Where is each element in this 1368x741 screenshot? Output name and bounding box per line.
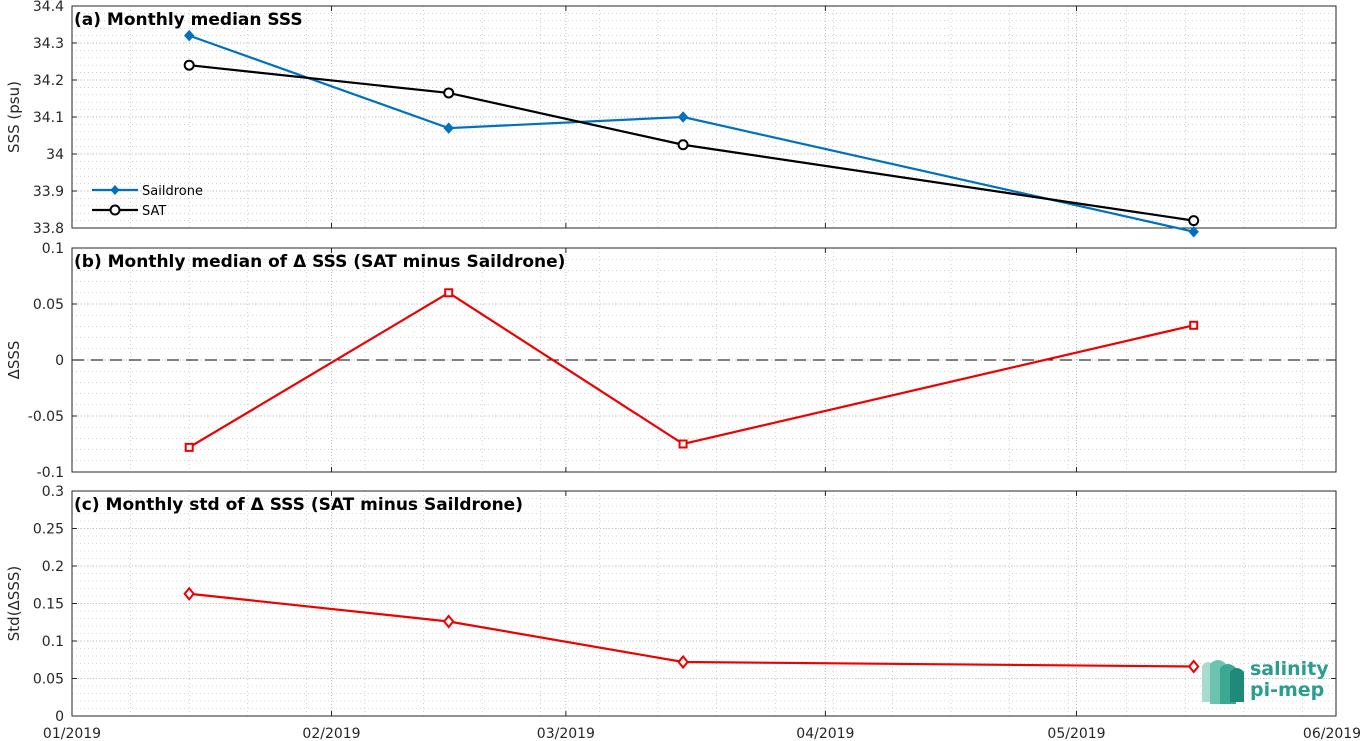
x-tick-label: 03/2019	[537, 726, 595, 741]
series-line-saildrone	[188, 34, 1194, 233]
axes-box	[71, 490, 1337, 717]
y-axis-label: SSS (psu)	[5, 81, 23, 153]
y-tick-label: 0.1	[42, 634, 64, 650]
legend-label-sat: SAT	[142, 204, 166, 219]
data-point-marker	[443, 87, 455, 99]
y-axis-label: Std(ΔSSS)	[5, 566, 23, 641]
y-tick-label: -0.05	[28, 409, 64, 425]
y-tick-label: 0	[55, 353, 64, 369]
data-point-marker	[1188, 215, 1200, 227]
data-point-marker	[442, 614, 455, 629]
legend-marker	[109, 204, 121, 216]
x-tick-label: 01/2019	[43, 726, 101, 741]
y-tick-label: 34	[46, 147, 64, 163]
data-point-marker	[677, 654, 689, 670]
data-point-marker	[1188, 225, 1199, 238]
y-tick-label: 0.3	[42, 484, 64, 500]
legend-marker	[110, 185, 120, 195]
y-tick-label: 0.1	[42, 241, 64, 257]
y-tick-label: -0.1	[37, 465, 64, 481]
series-line-delta-sss	[189, 592, 1194, 668]
data-point-marker	[184, 442, 194, 452]
data-point-marker	[444, 288, 454, 298]
data-point-marker	[1189, 320, 1199, 330]
x-tick-label: 02/2019	[302, 726, 360, 741]
y-tick-label: 0.05	[33, 297, 64, 313]
axes-box	[71, 5, 1337, 229]
x-tick-label: 06/2019	[1303, 726, 1361, 741]
x-tick-label: 04/2019	[796, 726, 854, 741]
y-tick-label: 0.05	[33, 672, 64, 688]
axes-box	[71, 247, 1337, 473]
data-point-marker	[1187, 659, 1200, 674]
y-tick-label: 34.4	[33, 0, 64, 15]
logo-text-line1: salinity	[1250, 658, 1329, 680]
wave-logo-icon	[1202, 660, 1244, 704]
y-tick-label: 0.15	[33, 597, 64, 613]
y-tick-label: 33.9	[33, 184, 64, 200]
data-point-marker	[183, 59, 195, 71]
y-tick-label: 34.1	[33, 110, 64, 126]
legend-label-saildrone: Saildrone	[142, 184, 203, 199]
y-tick-label: 0.25	[33, 522, 64, 538]
y-tick-label: 34.2	[33, 73, 64, 89]
salinity-pi-mep-logo: salinity pi-mep	[1198, 656, 1338, 708]
data-point-marker	[678, 439, 688, 449]
y-tick-label: 34.3	[33, 36, 64, 52]
y-tick-label: 0	[55, 709, 64, 725]
data-point-marker	[677, 111, 689, 123]
y-tick-label: 33.8	[33, 221, 64, 237]
panel-title: (a) Monthly median SSS	[74, 10, 303, 30]
logo-text-line2: pi-mep	[1250, 679, 1325, 701]
panel-title: (c) Monthly std of Δ SSS (SAT minus Sail…	[74, 495, 523, 515]
y-axis-label: ΔSSS	[5, 341, 23, 380]
data-point-marker	[183, 586, 195, 601]
series-line-sat	[189, 64, 1194, 222]
series-line-delta-sss	[188, 291, 1194, 449]
data-point-marker	[677, 139, 689, 151]
data-point-marker	[184, 29, 195, 42]
panel-title: (b) Monthly median of Δ SSS (SAT minus S…	[74, 252, 565, 272]
data-point-marker	[443, 122, 454, 134]
x-tick-label: 05/2019	[1047, 726, 1105, 741]
y-tick-label: 0.2	[42, 559, 64, 575]
